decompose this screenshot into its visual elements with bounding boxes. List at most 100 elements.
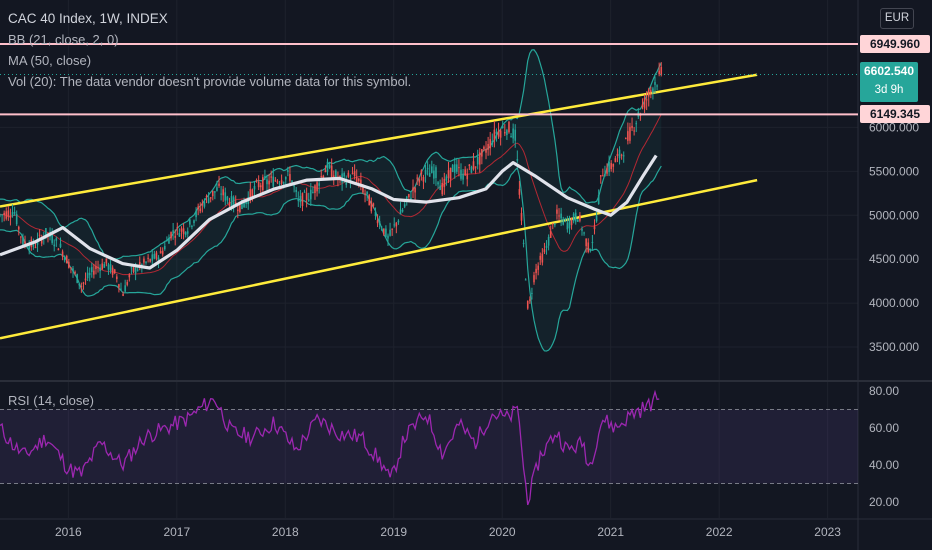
candle-body — [456, 164, 458, 172]
candle-body — [343, 172, 345, 177]
candle-body — [209, 197, 212, 199]
channel-lower-line[interactable] — [0, 178, 758, 340]
candle-body — [111, 267, 114, 275]
candle-body — [174, 235, 177, 238]
candle-body — [287, 170, 289, 172]
candle-body — [65, 255, 68, 264]
candle-body — [472, 161, 475, 170]
ma-legend[interactable]: MA (50, close) — [8, 53, 92, 68]
candle-body — [428, 172, 431, 177]
candle-body — [405, 196, 408, 201]
candle-body — [90, 267, 93, 273]
candle-body — [433, 170, 435, 179]
candle-body — [172, 230, 174, 234]
candle-body — [134, 266, 137, 274]
candle-body — [61, 251, 64, 257]
candle-body — [255, 180, 258, 182]
bollinger-legend[interactable]: BB (21, close, 2, 0) — [8, 32, 119, 47]
candle-body — [372, 203, 375, 206]
candle-body — [645, 99, 648, 101]
candle-body — [520, 212, 523, 221]
candle-body — [88, 272, 91, 276]
candle-body — [339, 175, 341, 178]
candle-body — [568, 218, 571, 229]
channel-upper-line[interactable] — [0, 73, 758, 208]
candle-body — [270, 176, 272, 178]
candle-body — [403, 204, 406, 207]
candle-body — [126, 282, 129, 285]
candle-body — [660, 67, 663, 75]
candle-body — [604, 173, 606, 177]
bollinger-bands — [0, 49, 662, 352]
symbol-title[interactable]: CAC 40 Index, 1W, INDEX — [8, 11, 168, 26]
candle-body — [453, 164, 456, 173]
candle-body — [218, 183, 220, 186]
candle-body — [656, 85, 658, 87]
candle-body — [360, 179, 362, 187]
time-tick-label: 2023 — [814, 525, 841, 539]
candle-body — [163, 245, 166, 250]
candle-body — [654, 82, 656, 85]
candle-body — [301, 193, 304, 206]
candle-body — [251, 189, 254, 199]
rsi-legend[interactable]: RSI (14, close) — [8, 393, 94, 408]
candle-body — [120, 288, 122, 290]
moving-average — [0, 154, 658, 270]
candle-body — [501, 126, 504, 128]
candle-body — [143, 258, 145, 263]
candle-body — [533, 275, 535, 283]
bollinger-lower — [0, 165, 662, 352]
candle-body — [20, 236, 22, 238]
candle-body — [243, 202, 245, 208]
candle-body — [99, 267, 101, 272]
candle-body — [635, 123, 638, 125]
candle-body — [182, 228, 185, 234]
candle-body — [316, 182, 318, 192]
candle-body — [11, 212, 14, 217]
rsi-line — [0, 389, 660, 506]
candle-body — [612, 163, 615, 167]
time-tick-label: 2017 — [163, 525, 190, 539]
candle-body — [45, 228, 47, 237]
candle-body — [491, 140, 494, 145]
candle-body — [620, 154, 623, 156]
candle-body — [508, 121, 510, 133]
candle-body — [627, 131, 629, 141]
candle-body — [191, 225, 193, 227]
candle-body — [458, 167, 460, 169]
candle-body — [107, 264, 110, 270]
candle-body — [380, 228, 383, 230]
candle-body — [264, 176, 266, 179]
candle-body — [614, 158, 617, 163]
candle-body — [53, 244, 56, 247]
last-price-tag: 6602.540 3d 9h — [860, 62, 918, 102]
horizontal-lines[interactable] — [0, 43, 858, 116]
candle-body — [551, 223, 554, 225]
candle-body — [145, 261, 147, 263]
candle-body — [481, 149, 483, 157]
candle-body — [55, 238, 58, 241]
volume-legend[interactable]: Vol (20): The data vendor doesn't provid… — [8, 74, 412, 89]
candle-body — [230, 196, 233, 209]
candle-body — [268, 180, 270, 185]
candle-body — [237, 209, 239, 212]
currency-button[interactable]: EUR — [880, 8, 914, 29]
candle-body — [186, 231, 189, 234]
candle-body — [397, 220, 400, 223]
candle-body — [32, 241, 35, 247]
trend-channel[interactable] — [0, 73, 758, 340]
candle-body — [624, 138, 627, 140]
candle-body — [103, 264, 106, 268]
candle-body — [516, 159, 519, 161]
candle-body — [355, 176, 358, 182]
ma50-line — [0, 154, 658, 270]
candle-body — [424, 169, 427, 175]
candle-body — [629, 126, 631, 141]
price-tick-label: 3500.000 — [869, 340, 919, 354]
candle-body — [562, 218, 565, 225]
candle-body — [439, 185, 441, 190]
candle-body — [241, 199, 243, 210]
candle-body — [347, 172, 350, 177]
